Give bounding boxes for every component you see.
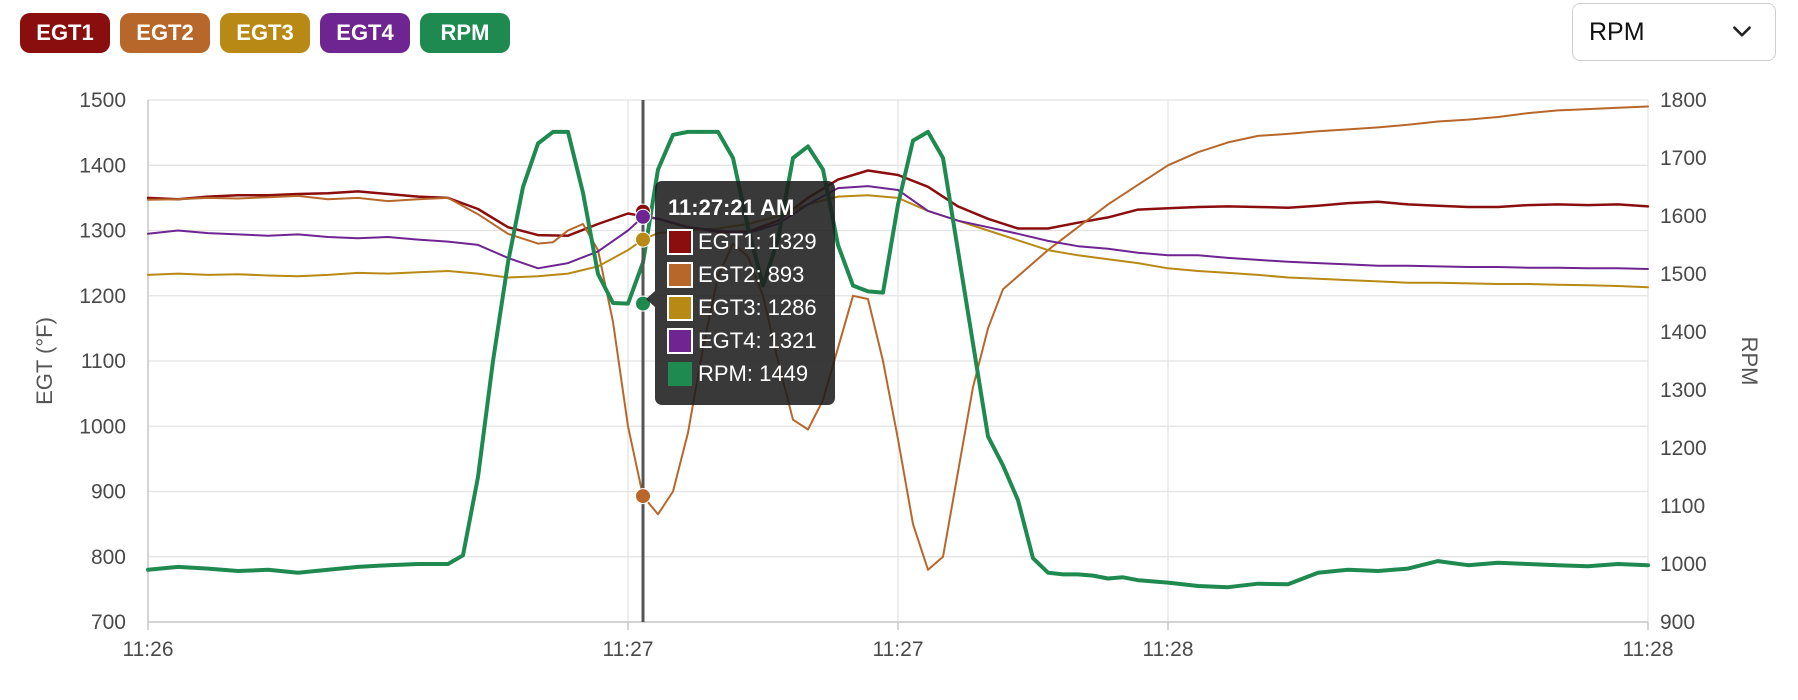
series-toggle-egt3[interactable]: EGT3: [220, 13, 310, 53]
series-toggle-egt4[interactable]: EGT4: [320, 13, 410, 53]
series-toggle-egt1[interactable]: EGT1: [20, 13, 110, 53]
y-left-tick-label: 1400: [79, 154, 126, 177]
y-right-tick-label: 1600: [1660, 205, 1707, 228]
tooltip-line: EGT1: 1329: [698, 229, 817, 254]
series-line-egt4: [147, 185, 1649, 270]
hover-marker-rpm: [635, 295, 651, 312]
tooltip-swatch: [667, 295, 693, 321]
tooltip-box: [655, 181, 835, 405]
tooltip-caret: [646, 291, 655, 307]
series-toggle-rpm[interactable]: RPM: [420, 13, 510, 53]
y-left-tick-label: 1300: [79, 220, 126, 243]
tooltip-swatch: [667, 229, 693, 255]
tooltip-line: RPM: 1449: [698, 361, 808, 386]
y-left-tick-label: 900: [91, 481, 126, 504]
tooltip: 11:27:21 AM EGT1: 1329 EGT2: 893 EGT3: 1286…: [646, 181, 835, 405]
series-toggle-bar: EGT1 EGT2 EGT3 EGT4 RPM: [20, 13, 510, 53]
y-left-tick-label: 1100: [81, 350, 126, 373]
x-tick-label: 11:28: [1623, 638, 1674, 661]
hover-marker-egt4: [635, 208, 651, 225]
y-right-tick-label: 1800: [1660, 89, 1707, 112]
hover-marker-egt2: [635, 488, 651, 505]
tooltip-swatch: [667, 262, 693, 288]
chevron-down-icon: [1733, 26, 1751, 37]
series-line-egt2: [147, 105, 1649, 571]
x-tick-label: 11:26: [123, 638, 174, 661]
tooltip-line: EGT4: 1321: [698, 328, 817, 353]
y-left-tick-label: 1200: [79, 285, 126, 308]
y-right-tick-label: 900: [1660, 611, 1695, 634]
y-right-axis-title: RPM: [1737, 337, 1762, 386]
hover-marker-egt3: [635, 231, 651, 248]
tooltip-line: EGT2: 893: [698, 262, 804, 287]
y-right-tick-label: 1100: [1660, 495, 1705, 518]
x-tick-label: 11:27: [873, 638, 924, 661]
tooltip-swatch: [667, 328, 693, 354]
y-right-tick-label: 1300: [1660, 379, 1707, 402]
y-right-tick-label: 1400: [1660, 321, 1707, 344]
series-toggle-egt2[interactable]: EGT2: [120, 13, 210, 53]
y-right-tick-label: 1200: [1660, 437, 1707, 460]
y-left-axis-title: EGT (°F): [32, 317, 57, 405]
tooltip-title: 11:27:21 AM: [668, 195, 794, 220]
series-line-egt3: [147, 194, 1649, 289]
y-left-tick-label: 800: [91, 546, 126, 569]
y-left-tick-label: 700: [91, 611, 126, 634]
y-right-tick-label: 1700: [1660, 147, 1707, 170]
y-right-tick-label: 1500: [1660, 263, 1707, 286]
series-line-egt1: [146, 169, 1650, 237]
x-tick-label: 11:27: [603, 638, 654, 661]
axis-select[interactable]: RPM: [1572, 3, 1776, 61]
y-left-tick-label: 1500: [79, 89, 126, 112]
y-left-tick-label: 1000: [79, 415, 126, 438]
tooltip-line: EGT3: 1286: [698, 295, 817, 320]
tooltip-swatch: [668, 362, 692, 386]
y-right-tick-label: 1000: [1660, 553, 1707, 576]
axis-select-value: RPM: [1589, 17, 1645, 46]
series-line-rpm: [146, 129, 1650, 590]
x-tick-label: 11:28: [1143, 638, 1194, 661]
